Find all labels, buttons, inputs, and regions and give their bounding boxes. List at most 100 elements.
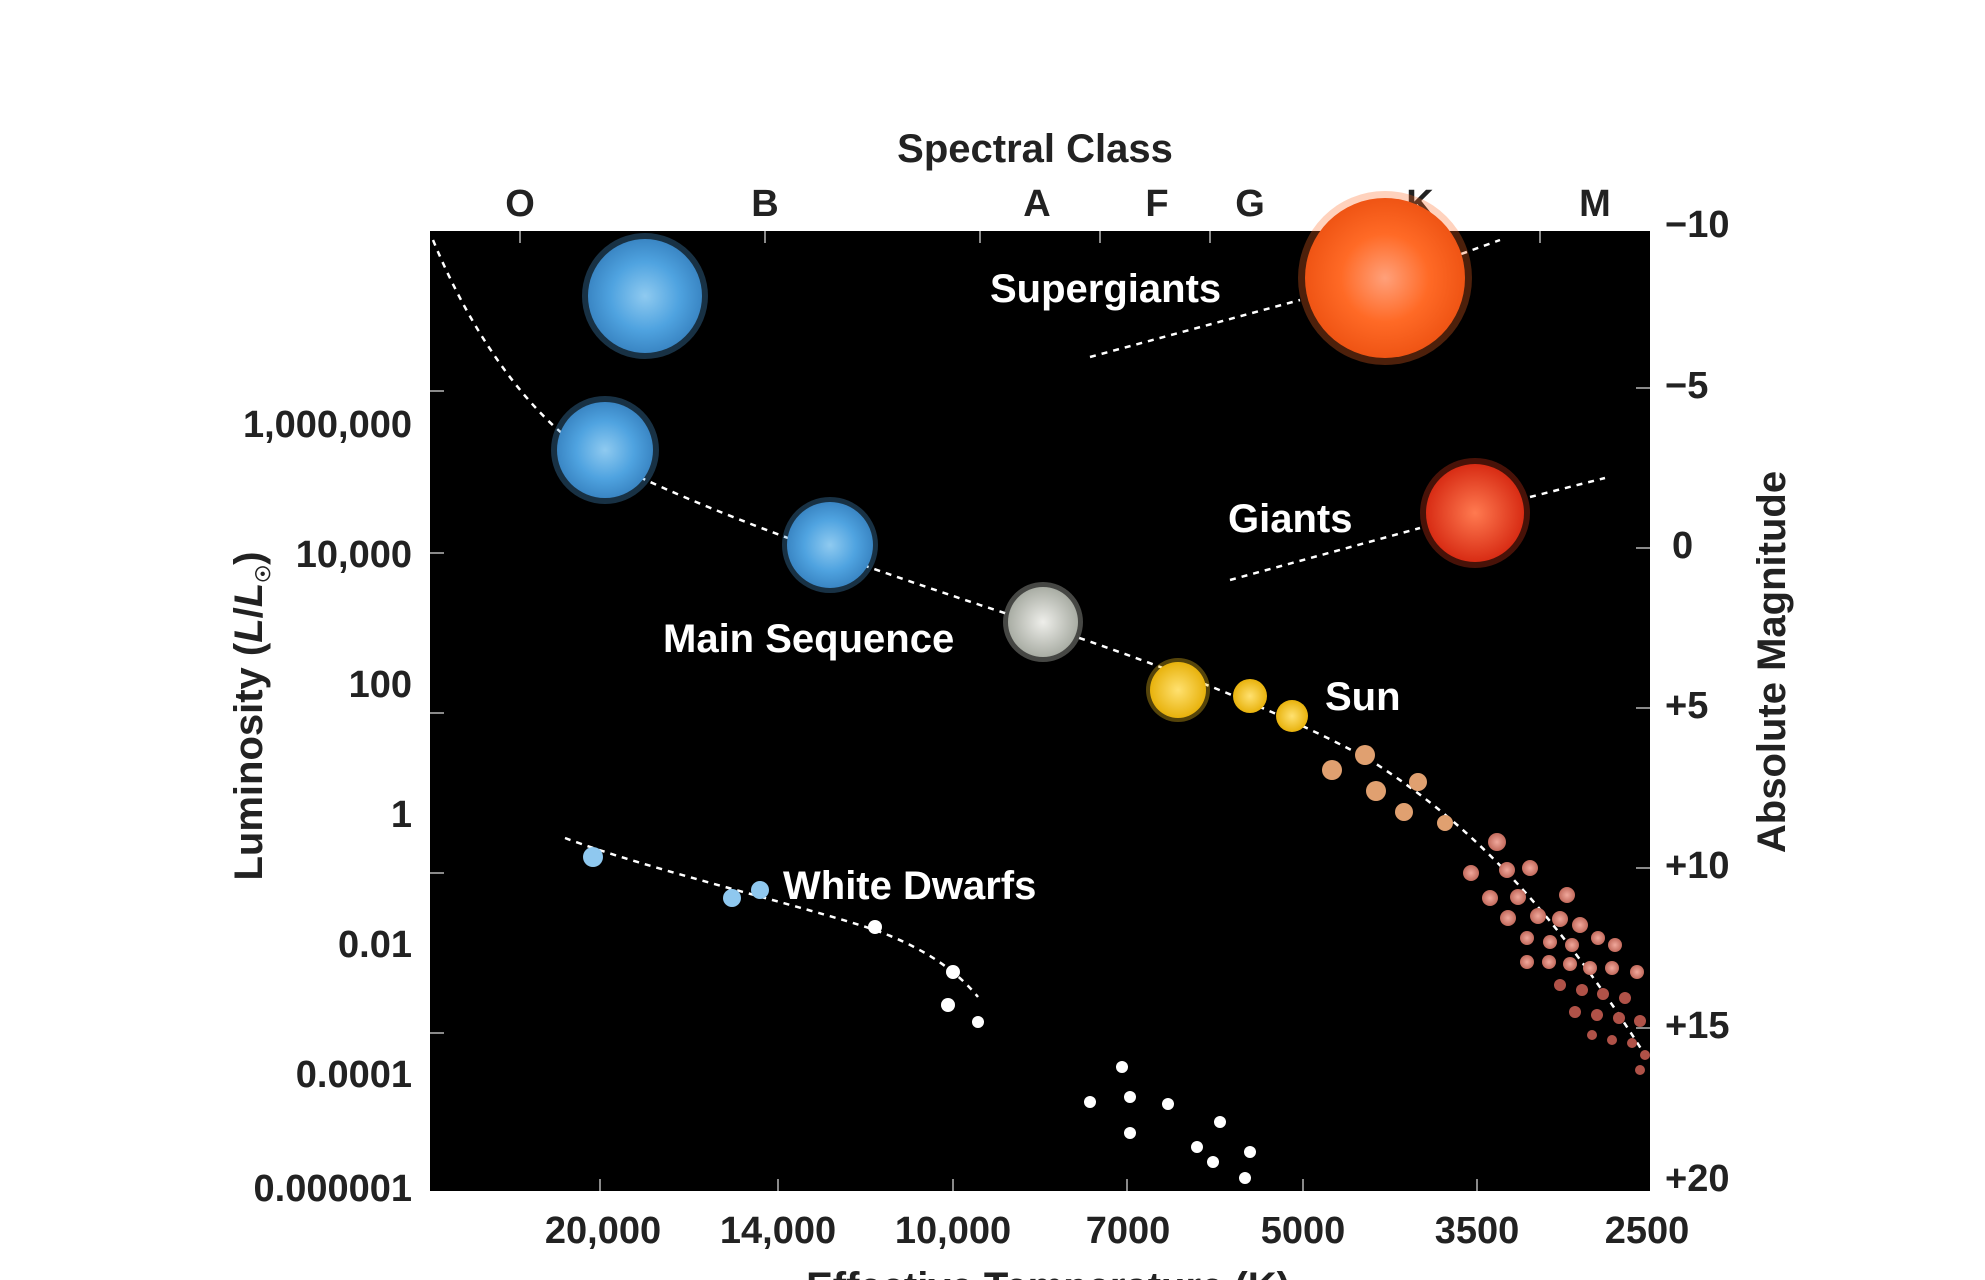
magnitude-tick-plus-15: +15: [1665, 1005, 1729, 1047]
red-dwarf-star: [1572, 917, 1588, 933]
yellow-star-small: [1233, 679, 1267, 713]
spectral-class-title: Spectral Class: [897, 127, 1173, 171]
orange-dwarf-star: [1395, 803, 1413, 821]
faint-red-dwarf-star: [1627, 1038, 1637, 1048]
faint-white-dwarf-star: [1244, 1146, 1256, 1158]
red-dwarf-star: [1510, 889, 1526, 905]
yellow-main-sequence-star: [1146, 658, 1210, 722]
red-dwarf-star: [1520, 931, 1534, 945]
faint-red-dwarf-star: [1640, 1050, 1650, 1060]
right-ticks: [1636, 387, 1650, 1029]
faint-red-dwarf-star: [1554, 979, 1566, 991]
faint-white-dwarf-star: [1162, 1098, 1174, 1110]
blue-white-dwarf-star: [723, 889, 741, 907]
faint-red-dwarf-star: [1634, 1015, 1646, 1027]
main-sequence-label: Main Sequence: [663, 617, 954, 661]
spectral-class-o: O: [505, 183, 535, 225]
temperature-tick-2500: 2500: [1605, 1210, 1690, 1252]
top-ticks: [519, 231, 1541, 243]
red-dwarf-star: [1605, 961, 1619, 975]
supergiants-label: Supergiants: [990, 267, 1221, 311]
giants-label: Giants: [1228, 497, 1352, 541]
red-dwarf-star: [1583, 961, 1597, 975]
faint-white-dwarf-star: [1239, 1172, 1251, 1184]
faint-red-dwarf-star: [1576, 984, 1588, 996]
luminosity-tick-10000: 10,000: [296, 534, 412, 576]
spectral-class-f: F: [1145, 183, 1168, 225]
magnitude-tick-minus-10: −10: [1665, 204, 1729, 246]
red-dwarf-star: [1520, 955, 1534, 969]
faint-red-dwarf-stars: [1554, 979, 1650, 1075]
magnitude-tick-plus-5: +5: [1665, 685, 1708, 727]
blue-main-sequence-star-large: [551, 396, 659, 504]
faint-white-dwarf-star: [1207, 1156, 1219, 1168]
temperature-tick-3500: 3500: [1435, 1210, 1520, 1252]
white-dwarf-star: [868, 920, 882, 934]
orange-dwarf-star: [1366, 781, 1386, 801]
red-dwarf-stars: [1463, 833, 1644, 979]
faint-red-dwarf-star: [1591, 1009, 1603, 1021]
white-dwarf-star: [972, 1016, 984, 1028]
luminosity-tick-1: 1: [391, 794, 412, 836]
faint-white-dwarf-star: [1191, 1141, 1203, 1153]
luminosity-tick-1000000: 1,000,000: [243, 404, 412, 446]
luminosity-tick-100: 100: [349, 664, 412, 706]
faint-red-dwarf-star: [1613, 1012, 1625, 1024]
red-dwarf-star: [1565, 938, 1579, 952]
supergiant-guide: [1089, 238, 1501, 359]
orange-dwarf-star: [1437, 815, 1453, 831]
sun-star: [1276, 700, 1308, 732]
magnitude-tick-minus-5: −5: [1665, 365, 1708, 407]
temperature-tick-5000: 5000: [1261, 1210, 1346, 1252]
spectral-class-m: M: [1579, 183, 1611, 225]
red-dwarf-star: [1563, 957, 1577, 971]
faint-white-dwarf-star: [1084, 1096, 1096, 1108]
temperature-axis-title: Effective Temperature (K): [806, 1265, 1290, 1280]
red-dwarf-star: [1608, 938, 1622, 952]
spectral-class-b: B: [751, 183, 778, 225]
temperature-tick-10000: 10,000: [895, 1210, 1011, 1252]
spectral-class-a: A: [1023, 183, 1050, 225]
white-dwarfs-label: White Dwarfs: [783, 864, 1036, 908]
red-dwarf-star: [1542, 955, 1556, 969]
faint-red-dwarf-star: [1569, 1006, 1581, 1018]
red-dwarf-star: [1530, 908, 1546, 924]
faint-white-dwarf-star: [1116, 1061, 1128, 1073]
white-dwarf-stars: [868, 920, 984, 1028]
white-dwarf-star: [941, 998, 955, 1012]
red-dwarf-star: [1482, 890, 1498, 906]
faint-red-dwarf-star: [1619, 992, 1631, 1004]
red-dwarf-star: [1463, 865, 1479, 881]
blue-white-dwarf-star: [583, 847, 603, 867]
faint-red-dwarf-star: [1635, 1065, 1645, 1075]
faint-white-dwarf-stars: [1084, 1061, 1256, 1184]
blue-supergiant-star: [582, 233, 708, 359]
red-dwarf-star: [1559, 887, 1575, 903]
faint-white-dwarf-star: [1214, 1116, 1226, 1128]
faint-red-dwarf-star: [1607, 1035, 1617, 1045]
sun-label: Sun: [1325, 675, 1401, 719]
red-dwarf-star: [1488, 833, 1506, 851]
faint-red-dwarf-star: [1597, 988, 1609, 1000]
white-main-sequence-star: [1003, 582, 1083, 662]
red-dwarf-star: [1522, 860, 1538, 876]
magnitude-axis-title: Absolute Magnitude: [1750, 471, 1794, 853]
orange-dwarf-star: [1322, 760, 1342, 780]
magnitude-tick-plus-20: +20: [1665, 1158, 1729, 1200]
temperature-tick-14000: 14,000: [720, 1210, 836, 1252]
white-dwarf-star: [946, 965, 960, 979]
faint-red-dwarf-star: [1587, 1030, 1597, 1040]
temperature-tick-20000: 20,000: [545, 1210, 661, 1252]
luminosity-tick-0-0001: 0.0001: [296, 1054, 412, 1096]
plot-area: [430, 231, 1650, 1191]
luminosity-tick-0-01: 0.01: [338, 924, 412, 966]
red-dwarf-star: [1552, 911, 1568, 927]
blue-white-dwarf-star: [751, 881, 769, 899]
blue-white-dwarf-stars: [583, 847, 769, 907]
faint-white-dwarf-star: [1124, 1091, 1136, 1103]
magnitude-tick-0: 0: [1672, 525, 1693, 567]
spectral-class-g: G: [1235, 183, 1265, 225]
red-dwarf-star: [1543, 935, 1557, 949]
main-sequence-guide: [431, 239, 1647, 1056]
